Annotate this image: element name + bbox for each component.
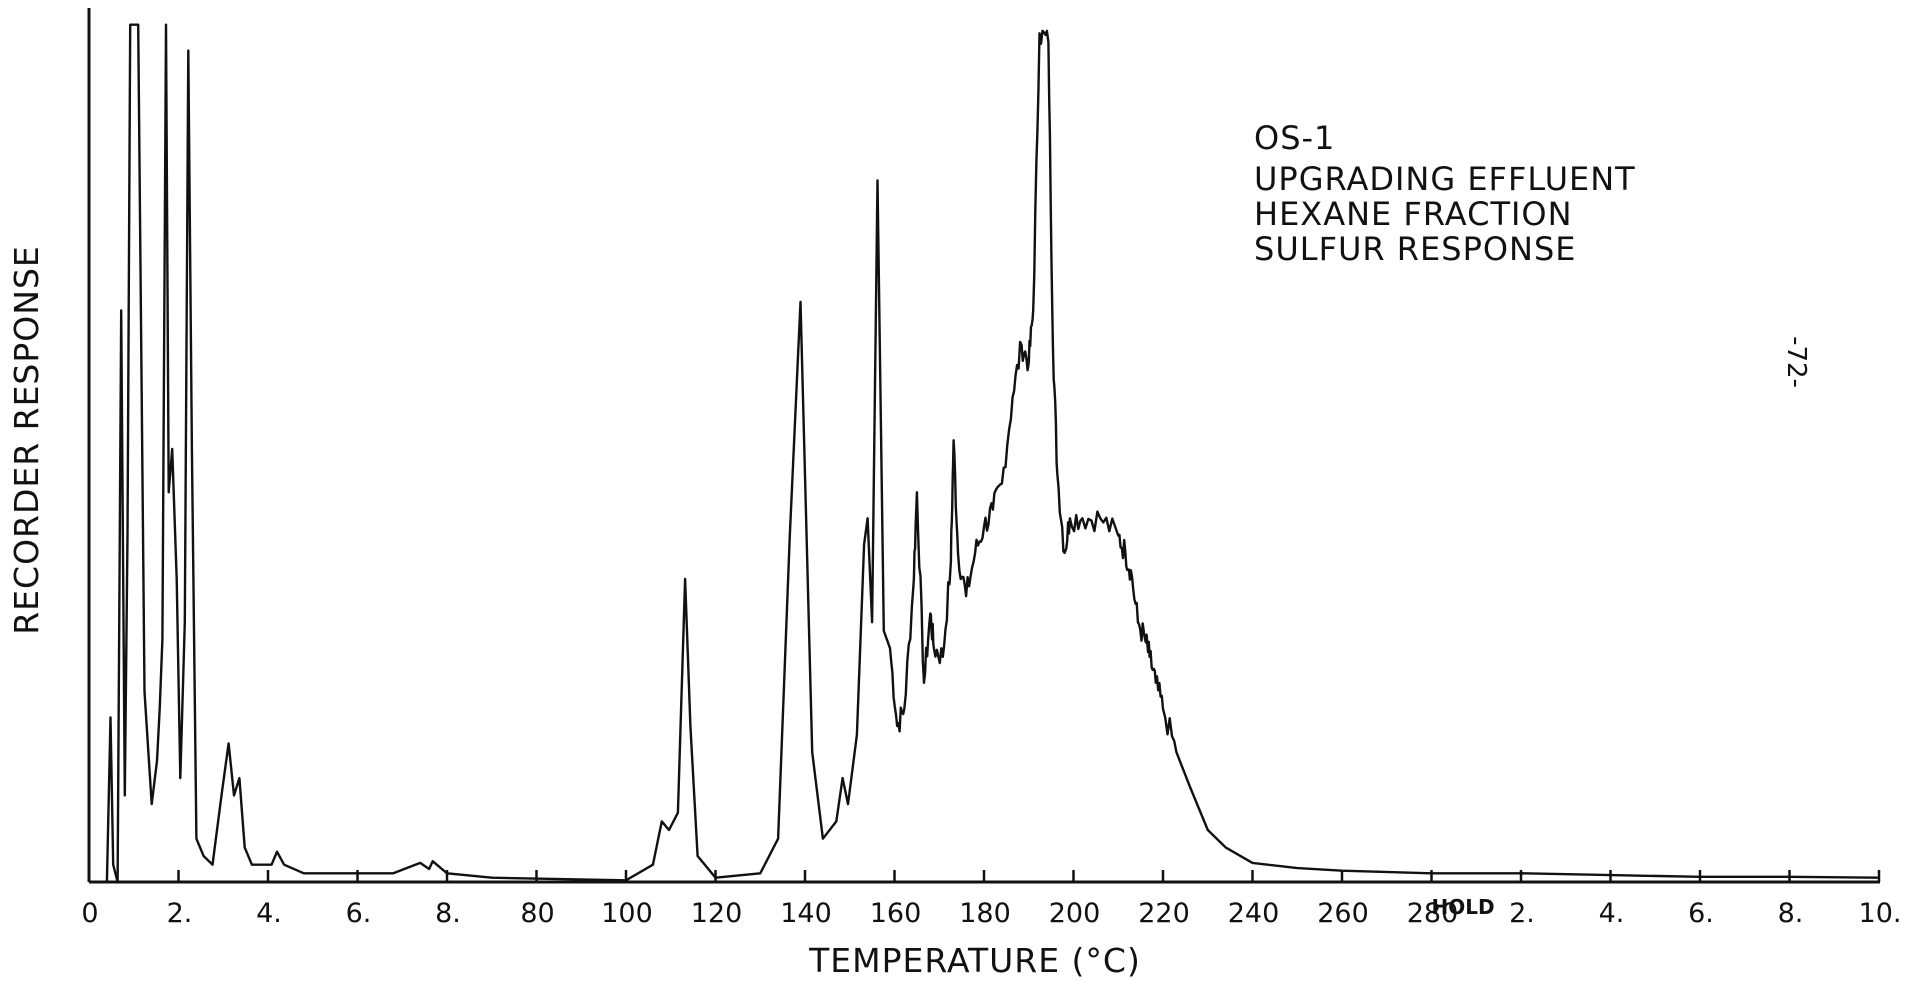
- x-tick-label: 4.: [256, 898, 282, 929]
- x-tick-label: 120: [691, 898, 743, 929]
- x-tick-label: 4.: [1599, 898, 1625, 929]
- x-tick-label: 10.: [1859, 898, 1902, 929]
- x-axis-tick-labels: 0 2. 4. 6. 8. 80 100 120 140 160 180 200 220 240 260 28…: [81, 898, 1901, 929]
- x-tick-label: 160: [870, 898, 922, 929]
- x-tick-label: 140: [780, 898, 832, 929]
- hold-label: HOLD: [1431, 895, 1494, 919]
- x-tick-label: 0: [81, 898, 98, 929]
- chromatogram-trace: [89, 23, 1880, 884]
- x-axis-title: TEMPERATURE (°C): [808, 941, 1141, 980]
- x-tick-label: 80: [520, 898, 554, 929]
- x-tick-label: 8.: [1778, 898, 1804, 929]
- x-tick-label: 220: [1138, 898, 1190, 929]
- x-tick-label: 260: [1317, 898, 1369, 929]
- annotation-line-3: HEXANE FRACTION: [1254, 195, 1573, 233]
- x-tick-label: 200: [1049, 898, 1101, 929]
- x-tick-label: 100: [601, 898, 653, 929]
- x-tick-label: 280: [1407, 898, 1459, 929]
- x-tick-label: 6.: [1688, 898, 1714, 929]
- annotation-block: OS-1 UPGRADING EFFLUENT HEXANE FRACTION …: [1254, 119, 1636, 268]
- chart-axes: 0 2. 4. 6. 8. 80 100 120 140 160 180 200 220 240 260 28…: [81, 8, 1901, 929]
- x-axis-ticks: [87, 870, 1881, 882]
- annotation-line-2: UPGRADING EFFLUENT: [1254, 160, 1636, 198]
- x-tick-label: 2.: [1509, 898, 1535, 929]
- x-tick-label: 8.: [435, 898, 461, 929]
- annotation-line-1: OS-1: [1254, 119, 1335, 157]
- page-number: -72-: [1781, 336, 1811, 388]
- annotation-line-4: SULFUR RESPONSE: [1254, 230, 1577, 268]
- x-tick-label: 240: [1228, 898, 1280, 929]
- y-axis-title: RECORDER RESPONSE: [7, 245, 46, 635]
- x-tick-label: 6.: [346, 898, 372, 929]
- x-tick-label: 180: [959, 898, 1011, 929]
- x-tick-label: 2.: [167, 898, 193, 929]
